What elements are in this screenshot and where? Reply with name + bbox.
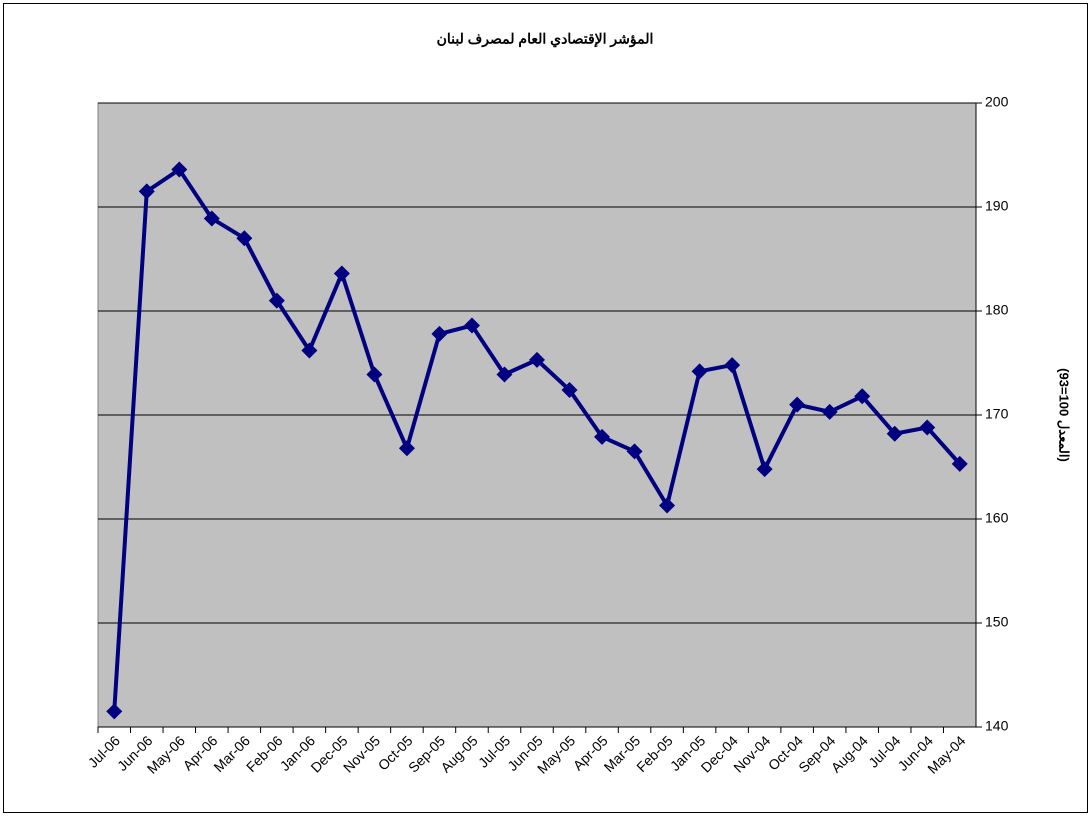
data-point [366,366,383,383]
y-axis-label: (المعدل 100=93) [1057,368,1072,462]
data-point [106,703,123,720]
y-tick-label: 190 [985,198,1009,214]
data-point [301,342,318,359]
data-point [561,382,578,399]
data-point [886,425,903,442]
data-point [919,419,936,436]
data-point [203,210,220,227]
data-point [821,403,838,420]
y-tick-label: 180 [985,302,1009,318]
data-point [463,317,480,334]
data-point [268,292,285,309]
chart-title: المؤشر الإقتصادي العام لمصرف لبنان [437,31,654,49]
data-point [594,428,611,445]
data-point [691,363,708,380]
y-tick-label: 140 [985,718,1009,734]
data-point [398,440,415,457]
y-tick-label: 200 [985,94,1009,110]
data-point [724,357,741,374]
data-point [951,455,968,472]
data-point [756,461,773,478]
y-tick-label: 150 [985,614,1009,630]
data-point [431,325,448,342]
data-point [333,265,350,282]
data-point [138,183,155,200]
data-point [529,351,545,368]
data-point [496,366,513,383]
data-point [854,388,871,405]
y-tick-label: 160 [985,510,1009,526]
y-tick-label: 170 [985,406,1009,422]
data-point [789,396,806,413]
data-point [236,230,253,247]
data-point [626,443,643,460]
data-point [171,161,188,178]
data-point [659,497,676,514]
